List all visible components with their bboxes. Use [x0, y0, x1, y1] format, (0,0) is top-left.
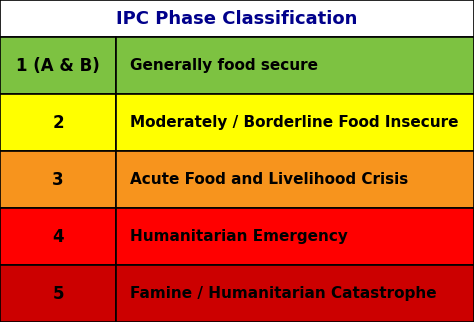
Bar — [116, 37, 474, 94]
Bar — [116, 94, 474, 151]
Bar — [0, 94, 116, 151]
Bar — [116, 208, 474, 265]
Text: Famine / Humanitarian Catastrophe: Famine / Humanitarian Catastrophe — [130, 286, 437, 301]
Bar — [0, 151, 116, 208]
Text: IPC Phase Classification: IPC Phase Classification — [116, 10, 358, 27]
Text: 1 (A & B): 1 (A & B) — [16, 57, 100, 74]
Text: 2: 2 — [52, 114, 64, 131]
Text: Generally food secure: Generally food secure — [130, 58, 319, 73]
Bar — [116, 265, 474, 322]
Text: 5: 5 — [52, 285, 64, 302]
Bar — [0, 0, 474, 37]
Text: Humanitarian Emergency: Humanitarian Emergency — [130, 229, 348, 244]
Text: Acute Food and Livelihood Crisis: Acute Food and Livelihood Crisis — [130, 172, 409, 187]
Bar — [0, 208, 116, 265]
Text: 3: 3 — [52, 171, 64, 188]
Bar — [0, 265, 116, 322]
Bar — [0, 37, 116, 94]
Bar — [116, 151, 474, 208]
Text: 4: 4 — [52, 228, 64, 245]
Text: Moderately / Borderline Food Insecure: Moderately / Borderline Food Insecure — [130, 115, 459, 130]
